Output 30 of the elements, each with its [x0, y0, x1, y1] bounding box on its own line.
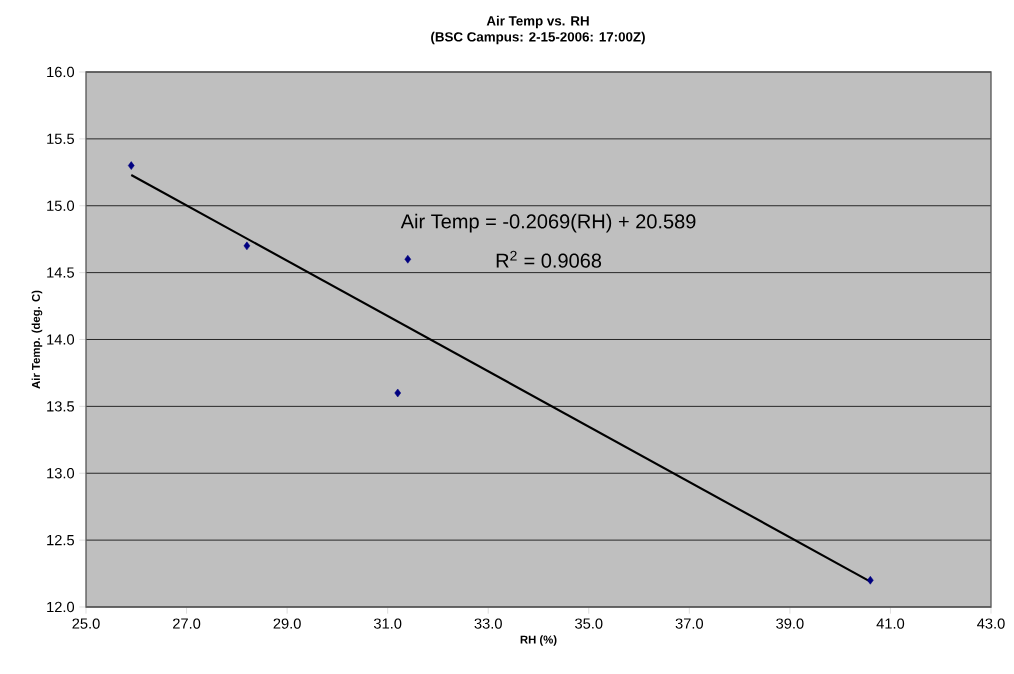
y-tick-label: 14.5 [47, 267, 74, 278]
y-tick-label: 13.0 [47, 468, 75, 479]
y-tick-label: 15.0 [47, 200, 75, 211]
y-tick-label: 16.0 [47, 66, 75, 78]
x-tick-label: 31.0 [373, 618, 402, 629]
point [867, 575, 874, 585]
x-tick-label: 37.0 [675, 618, 704, 629]
point [243, 241, 251, 251]
y-tick-label: 13.5 [47, 401, 74, 412]
y-tick-label: 15.5 [47, 133, 74, 144]
x-tick-label: 41.0 [876, 618, 905, 629]
y-tick-label: 12.5 [47, 534, 74, 546]
y-axis-title: Air Temp. (deg. C) [31, 290, 43, 389]
x-tick-label: 27.0 [173, 618, 201, 629]
x-tick-label: 25.0 [72, 618, 100, 629]
y-tick-label: 12.0 [47, 601, 75, 613]
y-tick-label: 14.0 [47, 334, 75, 345]
chart-subtitle: (BSC Campus: 2-15-2006: 17:00Z) [431, 31, 645, 45]
annotation: R$^{2}$ = 0.9068 [496, 250, 602, 268]
point [394, 388, 401, 398]
annotation: Air Temp = -0.2069(RH) + 20.589 [400, 213, 696, 233]
point [127, 161, 135, 170]
x-tick-label: 33.0 [474, 618, 502, 629]
x-tick-label: 39.0 [776, 618, 804, 629]
x-tick-label: 35.0 [575, 618, 603, 629]
x-tick-label: 29.0 [273, 618, 301, 629]
chart-title: Air Temp vs. RH [486, 15, 589, 29]
x-axis-title: RH (%) [520, 635, 557, 646]
point [404, 254, 412, 264]
x-tick-label: 43.0 [977, 618, 1005, 629]
